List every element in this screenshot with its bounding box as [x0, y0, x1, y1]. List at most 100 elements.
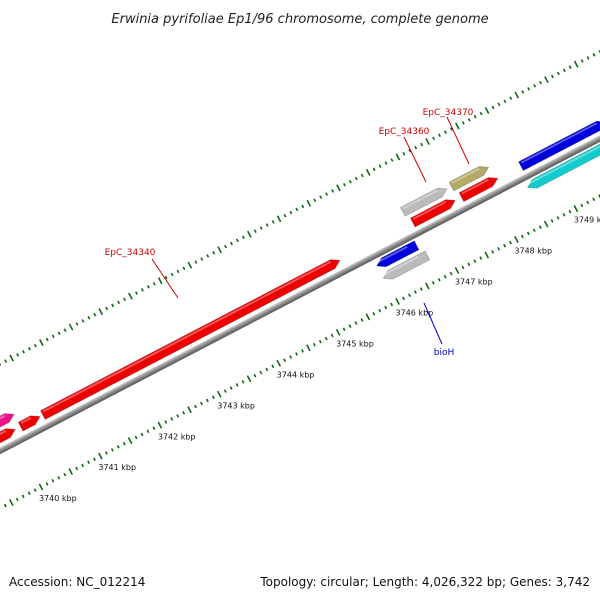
inner-tick [57, 475, 61, 480]
gene-feature-highlight [376, 245, 408, 264]
outer-tick [556, 71, 560, 76]
inner-tick [289, 355, 293, 359]
ruler-label: 3741 kbp [98, 463, 136, 472]
leader-line-epc-34370 [446, 116, 470, 165]
inner-tick-marks [3, 194, 600, 508]
outer-tick [390, 158, 394, 162]
gene-feature-highlight [42, 261, 331, 413]
inner-tick [408, 293, 411, 298]
inner-tick [402, 296, 405, 301]
inner-tick [348, 324, 352, 328]
inner-tick [152, 426, 156, 431]
gene-label-bioh: bioH [434, 348, 455, 358]
inner-tick [449, 271, 453, 276]
inner-tick [306, 344, 311, 352]
inner-tick [211, 395, 215, 400]
outer-tick [592, 53, 596, 57]
inner-tick [187, 406, 192, 414]
inner-tick [484, 251, 490, 259]
inner-tick [330, 333, 334, 338]
outer-tick [573, 60, 579, 68]
inner-tick [454, 266, 460, 274]
outer-tick [550, 74, 554, 79]
outer-tick [414, 145, 418, 150]
outer-tick [68, 323, 74, 331]
inner-tick [514, 236, 519, 243]
outer-tick [325, 192, 329, 196]
inner-tick [265, 367, 269, 372]
inner-tick [8, 499, 14, 506]
outer-tick [544, 76, 549, 84]
inner-tick [116, 445, 120, 449]
inner-tick [543, 220, 549, 228]
inner-tick [520, 234, 524, 239]
gene-annotations: EpC_34340 EpC_34360 EpC_34370 bioH [105, 108, 474, 358]
gene-feature-epc-34370 [458, 177, 499, 203]
outer-tick [206, 254, 210, 258]
inner-tick [229, 386, 233, 390]
outer-tick [4, 359, 8, 363]
gene-feature-highlight [383, 256, 419, 276]
outer-tick [289, 210, 293, 215]
ruler-label: 3746 kbp [396, 309, 434, 318]
outer-tick [467, 118, 471, 122]
inner-tick [479, 256, 483, 260]
gene-feature-highlight [520, 122, 598, 164]
inner-tick [68, 468, 74, 476]
gene-feature-olive [448, 166, 490, 192]
outer-tick [265, 223, 269, 227]
outer-tick [432, 136, 436, 141]
outer-tick [438, 133, 441, 138]
outer-tick [33, 343, 37, 348]
gene-label-epc-34360: EpC_34360 [379, 127, 430, 137]
gene-feature-highlight [0, 430, 7, 436]
ruler-label: 3744 kbp [277, 370, 315, 379]
inner-tick [200, 401, 203, 406]
inner-tick [390, 302, 394, 307]
inner-tick [223, 389, 227, 393]
ruler-label: 3749 kbp [574, 216, 600, 225]
outer-tick [98, 308, 104, 316]
outer-tick [224, 244, 228, 249]
outer-tick [365, 168, 371, 176]
outer-tick [348, 179, 352, 184]
outer-tick [200, 257, 204, 261]
ruler-label: 3742 kbp [158, 432, 196, 441]
leader-line-epc-34360 [403, 136, 427, 183]
inner-tick [51, 479, 55, 483]
inner-tick [98, 452, 103, 460]
inner-tick [246, 375, 252, 383]
inner-tick [586, 200, 590, 205]
inner-tick [467, 262, 471, 267]
outer-tick [45, 337, 49, 342]
outer-tick [301, 204, 305, 209]
inner-tick [194, 404, 197, 409]
leader-line-epc-34340 [151, 258, 179, 299]
inner-tick [526, 231, 530, 236]
gene-feature-highlight [402, 189, 439, 210]
outer-tick [360, 173, 364, 178]
gene-feature-epc-34360 [409, 199, 456, 228]
outer-tick [306, 199, 312, 207]
outer-tick [276, 215, 282, 223]
outer-tick [87, 316, 91, 320]
gene-feature-highlight [20, 417, 32, 424]
outer-tick [164, 275, 168, 280]
inner-tick [93, 457, 96, 461]
outer-tick [444, 130, 447, 134]
outer-tick [176, 269, 180, 274]
outer-tick [580, 59, 584, 63]
outer-tick [217, 246, 222, 254]
inner-tick [235, 383, 239, 387]
inner-tick [283, 358, 287, 362]
inner-tick [532, 228, 536, 233]
outer-tick [22, 350, 25, 354]
outer-tick-marks [0, 49, 600, 366]
outer-tick [372, 167, 376, 172]
gene-feature-red [0, 428, 16, 444]
inner-tick [259, 370, 263, 375]
inner-tick [378, 308, 382, 313]
outer-tick [146, 285, 150, 289]
outer-tick [152, 281, 156, 286]
